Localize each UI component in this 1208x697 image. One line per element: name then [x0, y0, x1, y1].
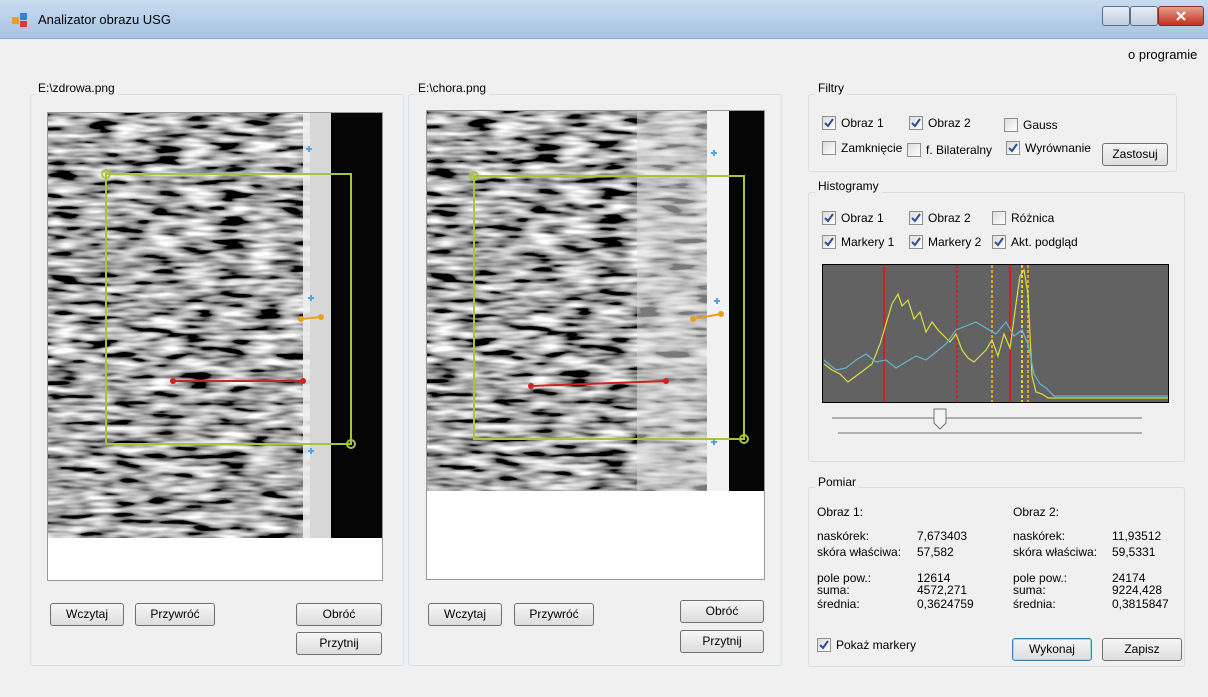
- measure-value: 4572,271: [917, 583, 967, 597]
- measure-value: 59,5331: [1112, 545, 1155, 559]
- page: USG { "window": {"title": "Analizator ob…: [0, 0, 1208, 697]
- checkbox[interactable]: Obraz 1: [822, 211, 884, 225]
- measure-value: 0,3624759: [917, 597, 974, 611]
- checkbox-box[interactable]: [909, 211, 923, 225]
- column-heading: Obraz 2:: [1013, 505, 1059, 519]
- app-icon: [12, 13, 28, 27]
- checkbox-box[interactable]: [822, 141, 836, 155]
- checkbox[interactable]: f. Bilateralny: [907, 143, 992, 157]
- button[interactable]: Wczytaj: [428, 603, 502, 626]
- checkbox[interactable]: Obraz 2: [909, 211, 971, 225]
- checkbox[interactable]: Zamknięcie: [822, 141, 902, 155]
- minimize-button[interactable]: [1102, 6, 1130, 26]
- checkbox[interactable]: Gauss: [1004, 118, 1058, 132]
- measure-label: suma:: [817, 583, 850, 597]
- measure-label: suma:: [1013, 583, 1046, 597]
- checkbox[interactable]: Pokaż markery: [817, 638, 916, 652]
- measure-value: 11,93512: [1112, 529, 1161, 543]
- image-box: [47, 112, 383, 581]
- checkbox-box[interactable]: [909, 235, 923, 249]
- button[interactable]: Obróć: [296, 603, 382, 626]
- button[interactable]: Obróć: [680, 600, 764, 623]
- measure-value: 9224,428: [1112, 583, 1162, 597]
- checkbox-label: Markery 1: [841, 235, 894, 249]
- checkbox-label: Obraz 2: [928, 211, 971, 225]
- file-path: E:\zdrowa.png: [35, 81, 118, 95]
- group-title: Filtry: [815, 81, 847, 95]
- checkbox-label: Zamknięcie: [841, 141, 902, 155]
- checkbox[interactable]: Wyrównanie: [1006, 141, 1091, 155]
- group-title: Pomiar: [815, 475, 859, 489]
- button[interactable]: Zapisz: [1102, 638, 1182, 661]
- checkbox-box[interactable]: [909, 116, 923, 130]
- checkbox-label: Obraz 1: [841, 116, 884, 130]
- checkbox[interactable]: Obraz 1: [822, 116, 884, 130]
- button[interactable]: Wykonaj: [1012, 638, 1092, 661]
- measure-value: 0,3815847: [1112, 597, 1169, 611]
- maximize-button[interactable]: [1130, 6, 1158, 26]
- window: Analizator obrazu USG o programie E:\zdr…: [0, 0, 1208, 697]
- column-heading: Obraz 1:: [817, 505, 863, 519]
- measure-value: 7,673403: [917, 529, 967, 543]
- checkbox-label: Obraz 2: [928, 116, 971, 130]
- checkbox-label: Wyrównanie: [1025, 141, 1091, 155]
- checkbox[interactable]: Akt. podgląd: [992, 235, 1078, 249]
- button[interactable]: Przytnij: [680, 630, 764, 653]
- checkbox[interactable]: Markery 1: [822, 235, 894, 249]
- measure-value: 57,582: [917, 545, 954, 559]
- checkbox-box[interactable]: [1004, 118, 1018, 132]
- checkbox-label: f. Bilateralny: [926, 143, 992, 157]
- checkbox-label: Akt. podgląd: [1011, 235, 1078, 249]
- checkbox-label: Gauss: [1023, 118, 1058, 132]
- measure-label: średnia:: [1013, 597, 1056, 611]
- checkbox-label: Różnica: [1011, 211, 1054, 225]
- button[interactable]: Przytnij: [296, 632, 382, 655]
- image-box: [426, 110, 765, 580]
- ultrasound-image: [427, 111, 764, 491]
- checkbox-box[interactable]: [992, 211, 1006, 225]
- measure-label: naskórek:: [1013, 529, 1065, 543]
- ultrasound-image: [48, 113, 382, 538]
- checkbox-box[interactable]: [822, 235, 836, 249]
- close-button[interactable]: [1158, 6, 1204, 26]
- menu-item[interactable]: o programie: [1128, 47, 1197, 62]
- checkbox-box[interactable]: [817, 638, 831, 652]
- checkbox-label: Pokaż markery: [836, 638, 916, 652]
- measure-label: skóra właściwa:: [1013, 545, 1097, 559]
- checkbox-box[interactable]: [822, 211, 836, 225]
- histogram-plot: [822, 264, 1169, 403]
- checkbox-box[interactable]: [822, 116, 836, 130]
- checkbox-label: Markery 2: [928, 235, 981, 249]
- checkbox[interactable]: Różnica: [992, 211, 1054, 225]
- slider[interactable]: [830, 405, 1145, 437]
- checkbox-box[interactable]: [1006, 141, 1020, 155]
- window-title: Analizator obrazu USG: [38, 12, 171, 27]
- group-title: Histogramy: [815, 179, 882, 193]
- checkbox-box[interactable]: [992, 235, 1006, 249]
- measure-label: skóra właściwa:: [817, 545, 901, 559]
- button[interactable]: Wczytaj: [50, 603, 124, 626]
- checkbox-label: Obraz 1: [841, 211, 884, 225]
- checkbox[interactable]: Markery 2: [909, 235, 981, 249]
- button[interactable]: Przywróć: [135, 603, 215, 626]
- measure-label: średnia:: [817, 597, 860, 611]
- button[interactable]: Przywróć: [514, 603, 594, 626]
- checkbox-box[interactable]: [907, 143, 921, 157]
- measure-label: naskórek:: [817, 529, 869, 543]
- checkbox[interactable]: Obraz 2: [909, 116, 971, 130]
- button[interactable]: Zastosuj: [1102, 143, 1168, 166]
- title-bar: [0, 0, 1208, 39]
- file-path: E:\chora.png: [415, 81, 489, 95]
